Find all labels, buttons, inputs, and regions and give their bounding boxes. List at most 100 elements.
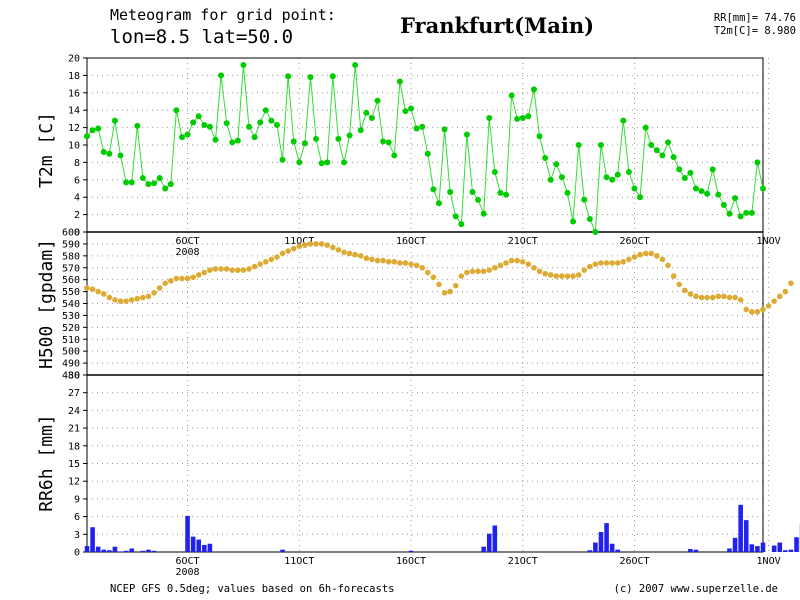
h500-point [609,260,615,266]
t2m-point [625,168,632,175]
x-tick-label: 16OCT [396,556,426,567]
t2m-point [178,134,185,141]
rr6h-bar [788,549,794,552]
t2m-point [195,113,202,120]
y-tick-label: 12 [68,477,80,488]
rr6h-bar [688,549,693,552]
t2m-point [648,142,655,148]
h500-point [324,242,331,248]
h500-point [229,267,236,273]
h500-point [542,270,548,277]
t2m-point [408,105,415,112]
t2m-point [709,166,716,173]
t2m-point [329,73,336,80]
t2m-point [206,123,213,130]
t2m-point [324,159,331,166]
x-tick-label: 26OCT [619,236,649,247]
t2m-point [542,155,549,162]
rr6h-bar [185,516,190,552]
t2m-point [536,133,543,140]
h500-point [648,250,655,257]
t2m-point [586,215,593,222]
h500-point [447,288,453,295]
t2m-point [301,140,308,147]
h500-point [575,272,582,278]
h500-point [681,287,688,294]
rr6h-bar [783,550,788,552]
h500-point [598,260,604,266]
h500-point [603,260,610,266]
h500-point [262,258,269,265]
h500-point [279,250,286,257]
h500-point [715,293,722,300]
y-tick-label: 2 [74,210,80,221]
t2m-point [469,188,476,195]
t2m-point [463,131,470,138]
t2m-point [285,73,292,80]
h500-point [452,282,459,289]
t2m-point [441,126,448,133]
y-tick-label: 490 [62,359,80,370]
y-tick-label: 560 [62,275,80,286]
title-line-2: lon=8.5 lat=50.0 [110,26,294,48]
y-tick-label: 24 [68,406,80,417]
t2m-point [760,185,766,192]
h500-point [223,266,230,272]
rr6h-bar [604,523,609,552]
h500-point [743,306,750,313]
t2m-point [581,196,588,203]
h500-point [760,306,766,313]
rr6h-bar [593,542,598,552]
h500-point [268,256,275,263]
h500-point [145,293,152,300]
t2m-point [368,115,375,122]
rr6h-bar [615,549,621,552]
h500-point [296,243,303,250]
t2m-mean: T2m[C]= 8.980 [713,25,796,37]
h500-point [486,267,493,273]
h500-point [458,273,465,279]
h500-point [480,268,487,275]
h500-point [497,262,504,269]
t2m-point [240,61,247,68]
y-tick-label: 580 [62,251,80,262]
rr6h-bar [84,546,90,552]
t2m-point [614,171,621,178]
h500-point [330,244,336,251]
rr6h-bar [140,550,146,552]
h500-point [402,260,409,266]
rr6h-bar [732,537,738,552]
t2m-point [318,160,325,167]
t2m-point [100,148,107,155]
t2m-point [84,133,90,140]
h500-point [290,245,297,252]
h500-point [637,251,643,258]
h500-point [525,261,532,267]
h500-point [553,273,560,279]
h500-point [475,268,481,275]
t2m-point [597,142,604,148]
y-tick-label: 550 [62,287,80,298]
h500-point [709,294,716,301]
y-tick-label: 570 [62,263,80,274]
y-tick-label: 8 [74,158,80,169]
h500-point [274,254,280,260]
t2m-point [692,185,699,192]
h500-point [257,261,263,267]
t2m-point [452,213,459,220]
summary-stats: RR[mm]= 74.76 T2m[C]= 8.980 [714,12,796,38]
t2m-point [553,161,560,168]
t2m-point [497,189,504,196]
x-tick-label: 6OCT [176,556,200,567]
h500-point [620,258,627,265]
h500-point [369,256,375,263]
panel-frames [83,57,764,553]
x-tick-label: 1NOV [757,556,781,567]
h500-point [469,268,476,275]
rr6h-bar [190,536,196,552]
rr6h-bar [609,543,615,552]
rr6h-bar [794,537,799,552]
t2m-point [273,121,280,128]
rr6h-bar [101,549,107,552]
